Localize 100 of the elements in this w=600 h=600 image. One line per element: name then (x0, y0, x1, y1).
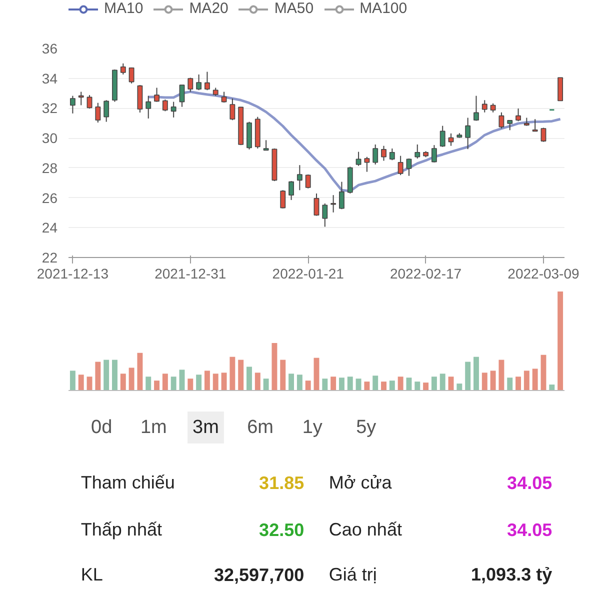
candlestick (381, 145, 386, 162)
text: 1y (302, 417, 323, 438)
y-tick-label: 22 (42, 250, 58, 266)
bar (188, 378, 194, 390)
candlestick (154, 87, 160, 102)
candlestick (356, 151, 362, 166)
bar (314, 358, 320, 390)
candlestick (128, 66, 134, 84)
bar (482, 372, 488, 390)
candlestick (179, 84, 185, 108)
text: 34.05 (507, 473, 552, 493)
bar (272, 342, 278, 390)
candlestick (498, 112, 504, 130)
candlestick (389, 148, 395, 161)
bar (221, 372, 227, 390)
bar (137, 352, 143, 390)
candlestick (230, 98, 236, 121)
candlestick (162, 99, 168, 112)
bar (440, 374, 446, 390)
bar (490, 370, 496, 390)
candlestick (339, 181, 344, 210)
candlestick (540, 127, 546, 142)
text: KL (80, 564, 103, 584)
bar (406, 378, 412, 390)
y-tick-label: 30 (42, 130, 58, 146)
bar (540, 354, 546, 390)
x-tick-label: 2021-12-31 (154, 266, 226, 282)
bar (381, 382, 386, 390)
candlestick (78, 91, 84, 106)
text: Cao nhất (328, 520, 402, 540)
bar (305, 380, 311, 390)
bar (146, 376, 152, 390)
text: 32.50 (259, 520, 304, 540)
bar (120, 374, 126, 390)
text: 0d (91, 417, 112, 438)
y-tick-label: 24 (42, 220, 58, 236)
bar (356, 378, 362, 390)
candlestick (70, 95, 76, 114)
bar (196, 374, 202, 390)
text: 34.05 (507, 520, 552, 540)
bar (372, 376, 378, 390)
candlestick (204, 71, 210, 91)
x-tick-label: 2021-12-13 (36, 266, 109, 282)
bar (338, 378, 344, 390)
text: 31.85 (259, 473, 304, 493)
candlestick (414, 144, 420, 160)
text: 6m (247, 417, 274, 438)
bar (322, 378, 328, 390)
bar (330, 376, 336, 390)
candlestick (314, 192, 320, 216)
text: 3m (192, 417, 219, 438)
candlestick (330, 194, 336, 213)
legend-label: MA20 (189, 0, 228, 17)
candlestick (364, 156, 370, 172)
bar (263, 378, 269, 390)
text: 5y (356, 417, 377, 438)
candlestick (516, 108, 521, 122)
bar (170, 376, 176, 390)
text: 1m (140, 417, 167, 438)
x-tick-label: 2022-01-21 (272, 266, 344, 282)
bar (524, 370, 530, 390)
bar (507, 378, 513, 390)
candlestick (288, 180, 294, 201)
text: Thấp nhất (80, 520, 162, 540)
bar (389, 380, 395, 390)
y-tick-label: 32 (42, 100, 58, 116)
legend-label: MA10 (104, 0, 144, 17)
text: 1,093.3 tỷ (471, 564, 552, 584)
bar (398, 376, 404, 390)
candlestick (95, 102, 101, 124)
candlestick (280, 190, 286, 209)
y-tick-label: 28 (42, 160, 58, 176)
candlestick (296, 164, 302, 191)
bar (280, 360, 286, 390)
legend-label: MA100 (360, 0, 408, 17)
bar (154, 380, 160, 390)
y-tick-label: 36 (42, 40, 58, 56)
bar (70, 370, 76, 390)
bar (104, 360, 110, 390)
bar (431, 376, 437, 390)
bar (558, 291, 564, 390)
candlestick (465, 117, 471, 150)
candlestick (406, 158, 412, 176)
bar (179, 370, 185, 390)
x-tick-label: 2022-02-17 (390, 266, 462, 282)
candlestick (221, 91, 227, 104)
bar (246, 366, 252, 390)
candlestick (440, 125, 446, 148)
candlestick (170, 101, 176, 118)
bar (162, 374, 168, 390)
candlestick (431, 144, 437, 163)
y-tick-label: 34 (42, 70, 58, 86)
bar (456, 384, 462, 390)
text: 32,597,700 (214, 565, 304, 585)
bar (473, 356, 479, 390)
bar (95, 362, 101, 390)
candlestick (322, 202, 328, 228)
candlestick (120, 62, 126, 75)
bar (347, 376, 353, 390)
candlestick (188, 77, 194, 92)
